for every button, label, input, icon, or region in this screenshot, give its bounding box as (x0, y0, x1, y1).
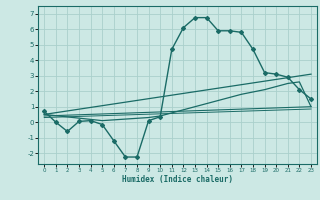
X-axis label: Humidex (Indice chaleur): Humidex (Indice chaleur) (122, 175, 233, 184)
